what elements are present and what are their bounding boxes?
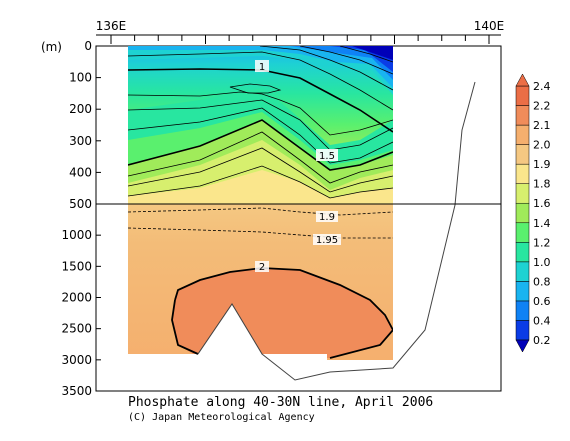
colorbar-max-arrow xyxy=(515,73,530,87)
surface-band-3 xyxy=(290,46,393,80)
contours-lower xyxy=(128,207,393,359)
colorbar-min-arrow xyxy=(515,339,530,353)
contour-1-2 xyxy=(128,99,393,151)
y-tick-label-lower-1: 1000 xyxy=(61,228,92,242)
colorbar-label: 2.0 xyxy=(533,139,551,152)
colorbar-swatch xyxy=(515,281,530,302)
y-tick-label-lower-2: 1500 xyxy=(61,259,92,273)
top-axis-label-140e: 140E xyxy=(474,19,505,33)
colorbar-label: 1.9 xyxy=(533,158,551,171)
colorbar-swatch xyxy=(515,163,530,184)
y-tick-label-upper-4: 400 xyxy=(69,165,92,179)
contour-0-4 xyxy=(299,46,393,75)
contour-1-5 xyxy=(128,119,393,171)
colorbar-swatch xyxy=(515,183,530,204)
y-tick-label-lower-4: 2500 xyxy=(61,322,92,336)
sea-mount-outline xyxy=(197,303,263,355)
top-axis-label-136e: 136E xyxy=(96,19,127,33)
y-tick-label-upper-3: 300 xyxy=(69,134,92,148)
colorbar-swatch xyxy=(515,242,530,263)
contour-1-4 xyxy=(128,107,393,164)
colorbar-label: 0.4 xyxy=(533,314,551,327)
contour-label-1-95: 1.95 xyxy=(316,235,338,246)
contour-1-9 xyxy=(128,207,393,216)
contour-labels: 1 1.5 1.9 1.95 2 xyxy=(255,60,341,273)
sea-mount xyxy=(198,304,262,354)
colorbar-label: 1.6 xyxy=(533,197,551,210)
y-tick-label-lower-6: 3500 xyxy=(61,384,92,398)
colorbar-label: 1.0 xyxy=(533,256,551,269)
contour-1-6 xyxy=(128,131,393,184)
colorbar-swatch xyxy=(515,320,530,341)
contour-closed xyxy=(229,83,282,94)
y-tick-label-upper-1: 100 xyxy=(69,71,92,85)
y-tick-label-upper-5: 500 xyxy=(69,197,92,211)
surface-band-2 xyxy=(128,46,393,88)
contour-0-6 xyxy=(259,46,393,91)
colorbar-swatch xyxy=(515,261,530,282)
contour-label-1: 1 xyxy=(259,62,265,73)
colorbar-swatch xyxy=(515,144,530,165)
contour-label-box-1-5 xyxy=(316,149,338,161)
contour-label-box-1 xyxy=(255,60,269,72)
y-tick-label-upper-0: 0 xyxy=(84,39,92,53)
contour-label-box-1-95 xyxy=(313,234,341,245)
contour-0-2 xyxy=(339,46,393,63)
colorbar-label: 1.2 xyxy=(533,236,551,249)
colorbar-swatch xyxy=(515,202,530,224)
colorbar-label: 1.8 xyxy=(533,178,551,191)
surface-band-5 xyxy=(352,46,393,60)
colorbar-label: 2.1 xyxy=(533,119,551,132)
chart-title: Phosphate along 40-30N line, April 2006 xyxy=(128,395,433,410)
colorbar-swatch xyxy=(515,105,530,126)
contour-label-1-5: 1.5 xyxy=(319,151,335,162)
colorbar-label: 0.2 xyxy=(533,334,551,347)
colorbar-label: 1.4 xyxy=(533,217,551,230)
colorbar-swatch xyxy=(515,124,530,145)
top-axis: 136E 140E xyxy=(96,19,505,44)
colorbar-swatch xyxy=(515,300,530,321)
y-tick-label-upper-2: 200 xyxy=(69,102,92,116)
contour-label-2: 2 xyxy=(259,262,265,273)
colorbar: 0.2 0.4 0.6 0.8 1.0 1.2 1.4 1.6 1.8 1.9 2.0 2.1 2.2 2… xyxy=(515,73,551,353)
contour-1-8 xyxy=(128,165,393,199)
contour-1-7 xyxy=(128,147,393,193)
chart-credit: (C) Japan Meteorological Agency xyxy=(128,412,315,423)
contours-upper xyxy=(128,46,393,199)
contour-0-8 xyxy=(128,51,393,111)
colorbar-label: 0.6 xyxy=(533,295,551,308)
contour-label-box-2 xyxy=(255,261,269,272)
contour-2-left xyxy=(171,299,199,355)
contour-1-1 xyxy=(128,91,393,136)
left-axis: (m) 0 100 200 300 400 500 1000 1500 2000 2500 3000… xyxy=(41,39,101,398)
colorbar-swatch xyxy=(515,85,530,106)
colorbar-swatch xyxy=(515,222,530,243)
depth-unit-label: (m) xyxy=(41,40,62,54)
colorbar-label: 2.4 xyxy=(533,80,551,93)
y-tick-label-lower-3: 2000 xyxy=(61,291,92,305)
y-tick-label-lower-5: 3000 xyxy=(61,353,92,367)
contour-2 xyxy=(174,267,393,359)
contour-1 xyxy=(128,68,393,133)
band-1-9 xyxy=(128,170,393,204)
contour-label-box-1-9 xyxy=(316,211,338,222)
contour-1-95 xyxy=(128,227,393,239)
colorbar-label: 2.2 xyxy=(533,100,551,113)
colorbar-label: 0.8 xyxy=(533,275,551,288)
contour-label-1-9: 1.9 xyxy=(319,212,335,223)
